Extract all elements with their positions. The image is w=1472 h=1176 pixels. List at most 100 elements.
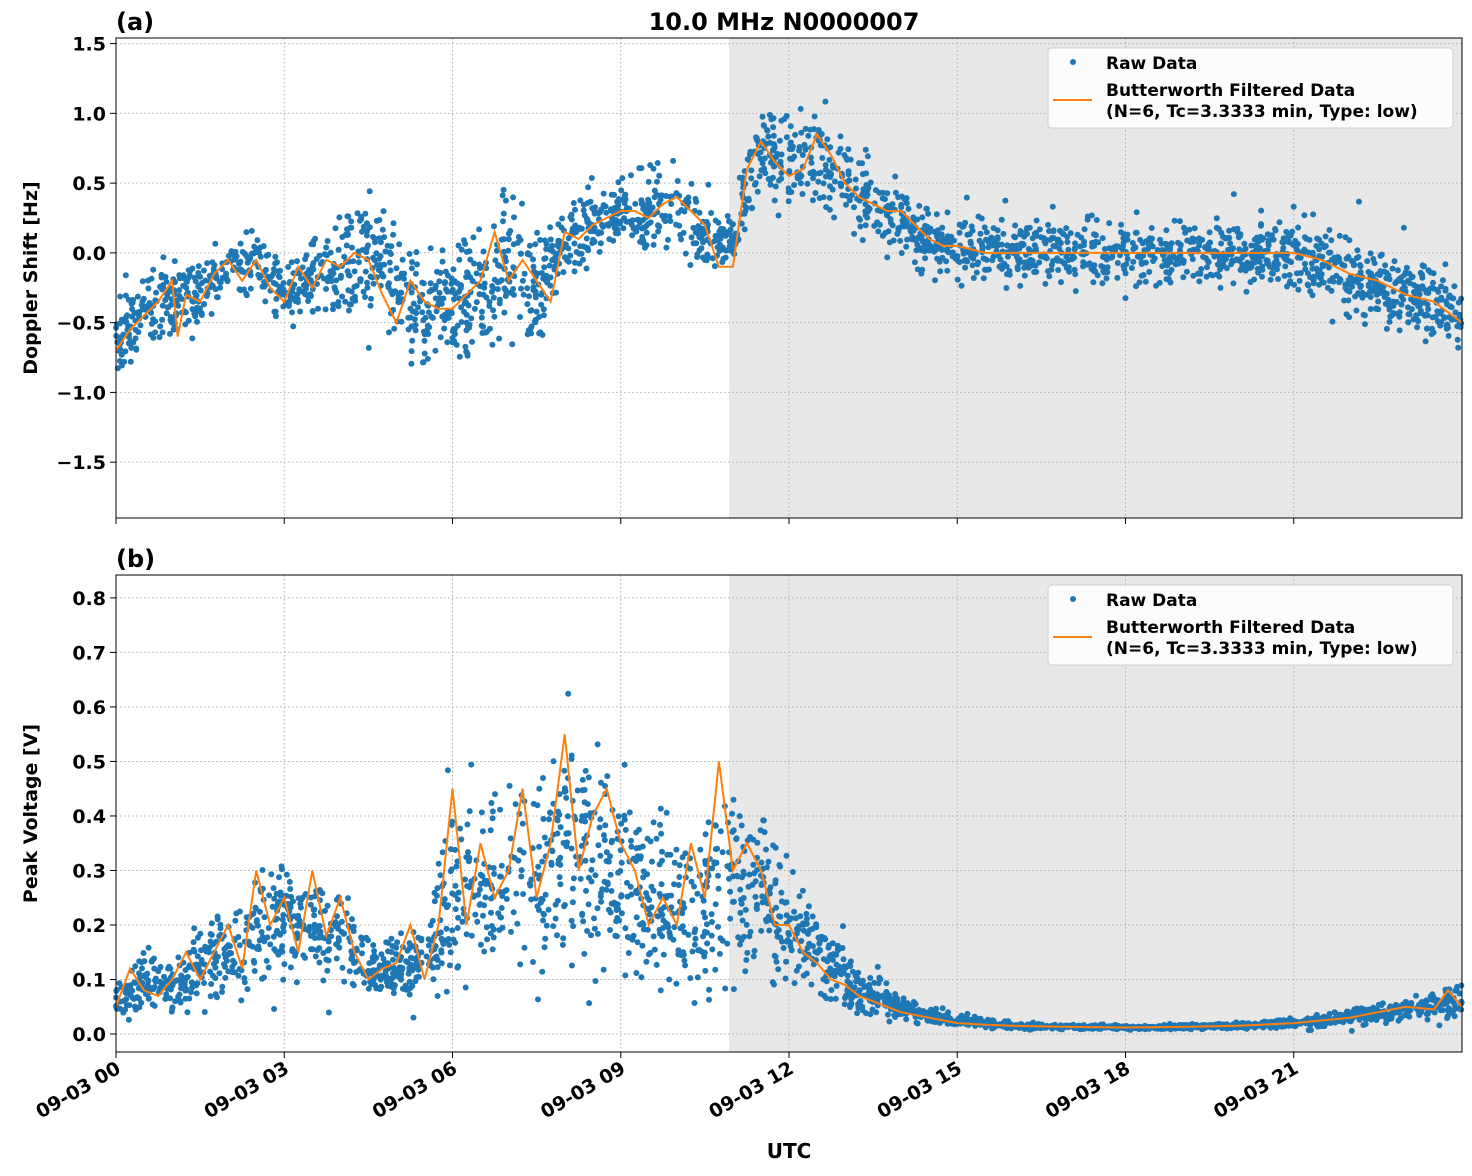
raw-data-point [302,256,308,262]
raw-data-point [875,228,881,234]
raw-data-point [507,783,513,789]
raw-data-point [1306,1027,1312,1033]
raw-data-point [256,946,262,952]
raw-data-point [806,903,812,909]
raw-data-point [1320,262,1326,268]
raw-data-point [1277,219,1283,225]
raw-data-point [582,858,588,864]
raw-data-point [860,171,866,177]
raw-data-point [1272,226,1278,232]
raw-data-point [794,968,800,974]
raw-data-point [713,901,719,907]
raw-data-point [964,195,970,201]
raw-data-point [1456,300,1462,306]
raw-data-point [749,205,755,211]
raw-data-point [639,201,645,207]
raw-data-point [1134,209,1140,215]
raw-data-point [580,918,586,924]
raw-data-point [495,910,501,916]
raw-data-point [579,912,585,918]
raw-data-point [277,274,283,280]
raw-data-point [1004,271,1010,277]
raw-data-point [1396,1018,1402,1024]
raw-data-point [744,950,750,956]
raw-data-point [501,211,507,217]
raw-data-point [499,893,505,899]
raw-data-point [480,324,486,330]
raw-data-point [659,881,665,887]
raw-data-point [344,243,350,249]
raw-data-point [472,912,478,918]
raw-data-point [1425,1017,1431,1023]
raw-data-point [426,309,432,315]
raw-data-point [1346,314,1352,320]
raw-data-point [286,303,292,309]
raw-data-point [1196,278,1202,284]
raw-data-point [264,934,270,940]
raw-data-point [1320,1022,1326,1028]
raw-data-point [484,295,490,301]
raw-data-point [420,317,426,323]
raw-data-point [177,992,183,998]
raw-data-point [333,225,339,231]
raw-data-point [1017,231,1023,237]
raw-data-point [490,946,496,952]
raw-data-point [784,134,790,140]
raw-data-point [1295,225,1301,231]
raw-data-point [970,262,976,268]
raw-data-point [349,916,355,922]
raw-data-point [789,156,795,162]
raw-data-point [800,152,806,158]
raw-data-point [135,294,141,300]
raw-data-point [1362,321,1368,327]
raw-data-point [554,932,560,938]
raw-data-point [716,886,722,892]
raw-data-point [160,329,166,335]
raw-data-point [971,275,977,281]
y-tick-label: −1.0 [56,382,106,404]
raw-data-point [548,860,554,866]
raw-data-point [912,259,918,265]
raw-data-point [797,893,803,899]
raw-data-point [773,905,779,911]
raw-data-point [717,935,723,941]
raw-data-point [450,287,456,293]
raw-data-point [699,226,705,232]
raw-data-point [619,860,625,866]
raw-data-point [533,289,539,295]
raw-data-point [615,870,621,876]
raw-data-point [150,985,156,991]
raw-data-point [1058,279,1064,285]
raw-data-point [1379,252,1385,258]
raw-data-point [1319,271,1325,277]
raw-data-point [1326,227,1332,233]
raw-data-point [540,918,546,924]
raw-data-point [186,318,192,324]
raw-data-point [1419,272,1425,278]
raw-data-point [558,824,564,830]
raw-data-point [628,838,634,844]
raw-data-point [654,836,660,842]
raw-data-point [1106,220,1112,226]
raw-data-point [202,1009,208,1015]
raw-data-point [720,849,726,855]
raw-data-point [1444,1015,1450,1021]
raw-data-point [1396,314,1402,320]
raw-data-point [310,308,316,314]
raw-data-point [692,929,698,935]
raw-data-point [518,237,524,243]
raw-data-point [445,767,451,773]
raw-data-point [418,937,424,943]
raw-data-point [380,273,386,279]
raw-data-point [695,974,701,980]
raw-data-point [294,258,300,264]
raw-data-point [287,879,293,885]
raw-data-point [501,187,507,193]
raw-data-point [1411,299,1417,305]
raw-data-point [413,327,419,333]
raw-data-point [595,905,601,911]
raw-data-point [565,691,571,697]
raw-data-point [526,293,532,299]
raw-data-point [1139,273,1145,279]
raw-data-point [727,231,733,237]
